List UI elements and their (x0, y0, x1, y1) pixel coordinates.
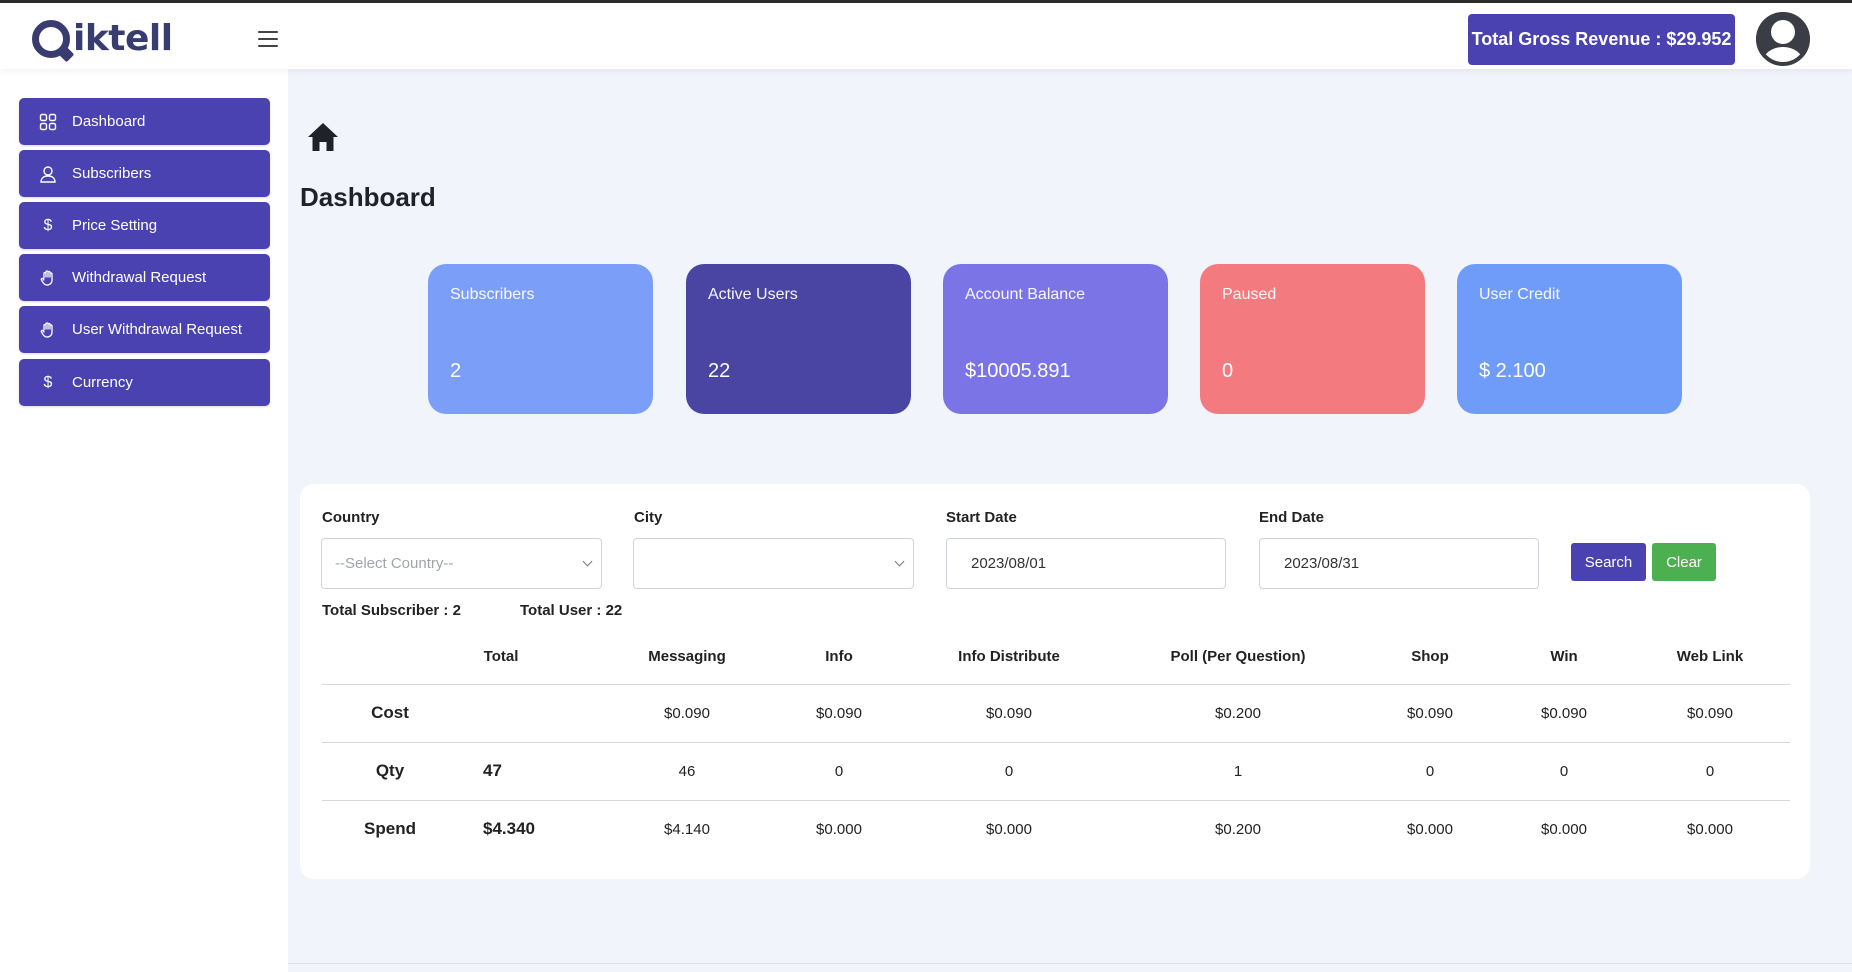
sidebar-item-price-setting[interactable]: $ Price Setting (19, 202, 270, 249)
table-cell: $0.000 (986, 821, 1032, 838)
table-header-messaging: Messaging (648, 648, 726, 665)
table-cell: 0 (834, 763, 844, 780)
sidebar-item-label: Currency (72, 374, 133, 391)
sidebar-item-label: Withdrawal Request (72, 269, 207, 286)
stat-card-value: 0 (1222, 360, 1234, 382)
stat-card-account-balance[interactable]: Account Balance $10005.891 (943, 264, 1168, 414)
stat-card-subscribers[interactable]: Subscribers 2 (428, 264, 653, 414)
start-date-label: Start Date (946, 509, 1017, 526)
page-title: Dashboard (300, 182, 436, 212)
sidebar-item-label: Price Setting (72, 217, 158, 234)
table-cell: $0.090 (1687, 705, 1733, 722)
country-select[interactable]: --Select Country-- (321, 538, 602, 589)
chevron-down-icon (582, 556, 593, 567)
total-subscriber-text: Total Subscriber : 2 (322, 602, 461, 619)
stat-card-paused[interactable]: Paused 0 (1200, 264, 1425, 414)
stat-card-label: User Credit (1479, 286, 1560, 303)
table-divider (322, 742, 1790, 743)
table-cell: $0.090 (816, 705, 862, 722)
end-date-label: End Date (1259, 509, 1325, 526)
table-header-web-link: Web Link (1676, 648, 1744, 665)
table-divider (322, 684, 1790, 685)
table-cell: $0.000 (1407, 821, 1453, 838)
clear-button[interactable]: Clear (1652, 543, 1716, 581)
sidebar-item-subscribers[interactable]: Subscribers (19, 150, 270, 197)
stat-card-label: Paused (1222, 286, 1277, 303)
table-row-label-qty: Qty (375, 761, 405, 780)
table-cell: 1 (1233, 763, 1243, 780)
table-header-poll: Poll (Per Question) (1170, 648, 1306, 665)
stat-card-value: 2 (450, 360, 462, 382)
table-row-label-cost: Cost (371, 703, 409, 722)
stat-card-label: Active Users (708, 286, 798, 303)
grid-icon (39, 113, 57, 131)
hand-icon (39, 269, 57, 287)
table-header-win: Win (1550, 648, 1578, 665)
stat-card-value: $ 2.100 (1479, 360, 1546, 382)
table-header-info-distribute: Info Distribute (958, 648, 1060, 665)
hamburger-icon[interactable] (258, 31, 278, 47)
table-cell: $0.200 (1215, 705, 1261, 722)
total-user-text: Total User : 22 (520, 602, 623, 619)
table-cell: $0.200 (1215, 821, 1261, 838)
hand-icon (39, 321, 57, 339)
table-cell: $0.090 (664, 705, 710, 722)
sidebar-item-user-withdrawal-request[interactable]: User Withdrawal Request (19, 306, 270, 353)
search-button[interactable]: Search (1571, 543, 1646, 581)
table-cell: $0.090 (986, 705, 1032, 722)
table-cell: 0 (1425, 763, 1435, 780)
total-gross-revenue-button[interactable]: Total Gross Revenue : $29.952 (1468, 14, 1735, 65)
sidebar: Dashboard Subscribers $ Price Setting Wi… (0, 69, 288, 972)
start-date-input[interactable]: 2023/08/01 (946, 538, 1226, 589)
logo[interactable]: iktell (32, 17, 173, 61)
country-select-placeholder: --Select Country-- (335, 555, 454, 572)
logo-text: iktell (73, 18, 173, 59)
top-bar: iktell Total Gross Revenue : $29.952 (0, 0, 1852, 69)
stat-card-value: $10005.891 (965, 360, 1071, 382)
chevron-down-icon (894, 556, 905, 567)
city-select[interactable] (633, 538, 914, 589)
stat-card-active-users[interactable]: Active Users 22 (686, 264, 911, 414)
logo-mark (32, 20, 70, 58)
table-cell-total: 47 (483, 761, 502, 780)
user-avatar-icon[interactable] (1756, 12, 1810, 66)
stat-card-label: Account Balance (965, 286, 1086, 303)
dollar-icon: $ (43, 373, 53, 391)
table-cell: 0 (1705, 763, 1715, 780)
table-cell: $4.140 (664, 821, 710, 838)
table-cell-total: $4.340 (483, 819, 535, 838)
sidebar-item-dashboard[interactable]: Dashboard (19, 98, 270, 145)
table-cell: $0.090 (1541, 705, 1587, 722)
table-cell: 46 (678, 763, 696, 780)
home-icon[interactable] (306, 120, 340, 154)
table-cell: 0 (1004, 763, 1014, 780)
stat-card-value: 22 (708, 360, 731, 382)
table-header-info: Info (825, 648, 853, 665)
table-cell: $0.000 (1541, 821, 1587, 838)
stat-card-user-credit[interactable]: User Credit $ 2.100 (1457, 264, 1682, 414)
table-header-total: Total (483, 648, 519, 665)
table-cell: $0.000 (816, 821, 862, 838)
table-cell: 0 (1559, 763, 1569, 780)
sidebar-item-label: Dashboard (72, 113, 146, 130)
country-label: Country (322, 509, 380, 526)
footer-divider (288, 963, 1852, 964)
sidebar-item-withdrawal-request[interactable]: Withdrawal Request (19, 254, 270, 301)
user-icon (39, 165, 57, 183)
table-row-label-spend: Spend (364, 819, 416, 838)
end-date-input[interactable]: 2023/08/31 (1259, 538, 1539, 589)
table-divider (322, 800, 1790, 801)
sidebar-item-label: User Withdrawal Request (72, 321, 243, 338)
table-header-shop: Shop (1411, 648, 1449, 665)
sidebar-item-currency[interactable]: $ Currency (19, 359, 270, 406)
table-cell: $0.090 (1407, 705, 1453, 722)
dollar-icon: $ (43, 216, 53, 234)
city-label: City (634, 509, 663, 526)
sidebar-item-label: Subscribers (72, 165, 152, 182)
stat-card-label: Subscribers (450, 286, 535, 303)
table-cell: $0.000 (1687, 821, 1733, 838)
